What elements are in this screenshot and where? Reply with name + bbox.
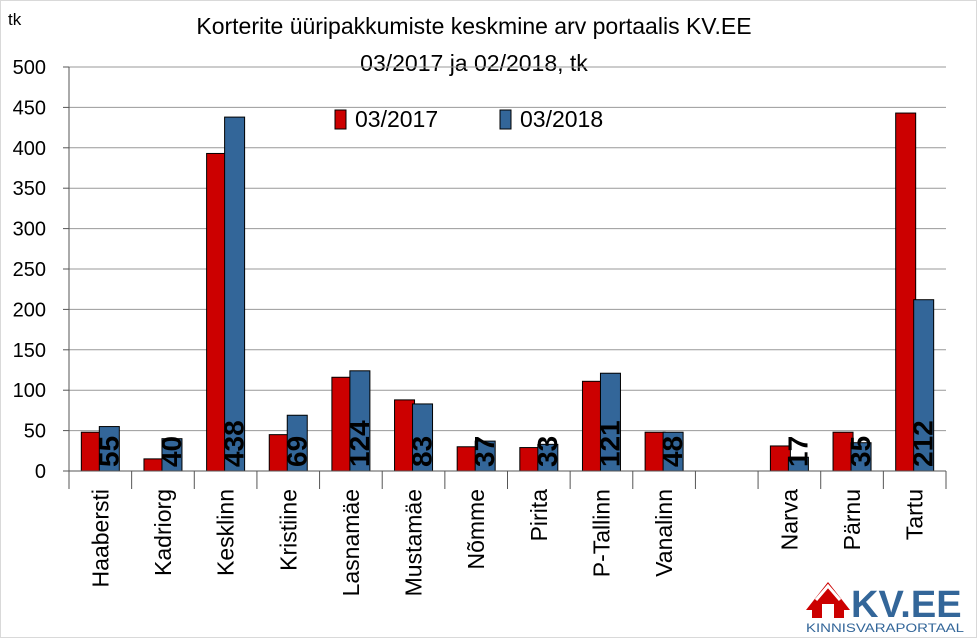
data-label: 37 bbox=[469, 436, 500, 467]
y-tick-label: 50 bbox=[24, 421, 46, 443]
data-label: 35 bbox=[845, 436, 876, 467]
y-tick-label: 0 bbox=[35, 461, 46, 483]
chart-title: Korterite üüripakkumiste keskmine arv po… bbox=[196, 13, 751, 39]
chart-subtitle: 03/2017 ja 02/2018, tk bbox=[360, 50, 588, 76]
x-tick-label: Nõmme bbox=[463, 489, 489, 570]
kv-logo: KV.EE KINNISVARAPORTAAL bbox=[806, 582, 965, 635]
y-tick-label: 350 bbox=[13, 178, 46, 200]
x-tick-label: Tartu bbox=[902, 489, 928, 540]
bar bbox=[224, 116, 246, 472]
x-tick-label: Narva bbox=[776, 489, 802, 551]
y-axis-label: tk bbox=[8, 10, 22, 29]
data-label: 124 bbox=[344, 420, 375, 467]
x-tick-label: P-Tallinn bbox=[588, 489, 614, 577]
data-label: 83 bbox=[407, 436, 438, 467]
x-tick-label: Mustamäe bbox=[401, 489, 427, 596]
legend-label: 03/2017 bbox=[355, 106, 438, 132]
data-label: 40 bbox=[156, 436, 187, 467]
y-tick-label: 100 bbox=[13, 380, 46, 402]
x-tick-labels: Haabersti Kadriorg Kesklinn Kristiine Lasnam… bbox=[87, 489, 927, 597]
y-tick-label: 300 bbox=[13, 219, 46, 241]
bar bbox=[895, 112, 917, 472]
house-icon bbox=[806, 582, 850, 618]
data-label: 438 bbox=[219, 420, 250, 467]
y-tick-labels: 0 50 100 150 200 250 300 350 400 450 500 bbox=[13, 57, 46, 483]
y-tick-label: 450 bbox=[13, 97, 46, 119]
logo-subtext: KINNISVARAPORTAAL bbox=[806, 623, 965, 635]
y-tick-label: 200 bbox=[13, 299, 46, 321]
bars bbox=[80, 112, 935, 472]
x-tick-label: Kadriorg bbox=[150, 489, 176, 576]
y-tick-label: 250 bbox=[13, 259, 46, 281]
x-tick-label: Lasnamäe bbox=[338, 489, 364, 596]
data-labels: 55 40 438 69 124 83 37 33 121 48 17 35 212 bbox=[93, 420, 938, 467]
legend-swatch bbox=[334, 109, 347, 130]
x-tick-label: Kesklinn bbox=[213, 489, 239, 576]
x-tick-label: Haabersti bbox=[87, 489, 113, 587]
data-label: 48 bbox=[657, 436, 688, 467]
data-label: 212 bbox=[908, 420, 939, 467]
logo-text: KV.EE bbox=[851, 584, 962, 626]
data-label: 17 bbox=[782, 436, 813, 467]
legend-label: 03/2018 bbox=[520, 106, 603, 132]
x-tick-label: Pirita bbox=[526, 489, 552, 542]
data-label: 121 bbox=[594, 420, 625, 467]
data-label: 69 bbox=[281, 436, 312, 467]
axes bbox=[63, 66, 947, 489]
data-label: 33 bbox=[532, 436, 563, 467]
x-tick-label: Pärnu bbox=[839, 489, 865, 550]
legend-swatch bbox=[499, 109, 512, 130]
y-tick-label: 500 bbox=[13, 57, 46, 79]
data-label: 55 bbox=[93, 436, 124, 467]
x-tick-label: Vanalinn bbox=[651, 489, 677, 577]
y-tick-label: 400 bbox=[13, 138, 46, 160]
legend: 03/2017 03/2018 bbox=[334, 106, 603, 132]
x-tick-label: Kristiine bbox=[275, 489, 301, 571]
y-tick-label: 150 bbox=[13, 340, 46, 362]
